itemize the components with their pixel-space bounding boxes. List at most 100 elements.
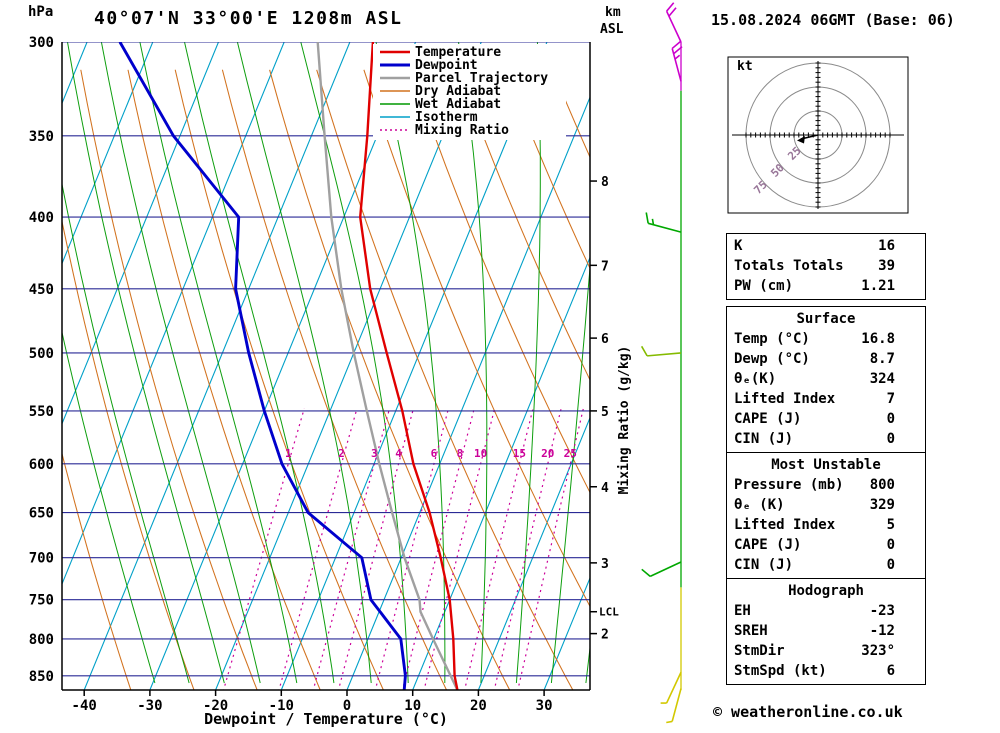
svg-text:20: 20	[541, 447, 554, 460]
legend-label: Wet Adiabat	[415, 97, 501, 112]
table-row: Pressure (mb) 800	[727, 475, 925, 495]
wind-barb	[671, 40, 683, 82]
wind-barb	[641, 561, 682, 578]
wind-barb	[645, 212, 682, 233]
table-section-surface: Surface Temp (°C) 16.8 Dewp (°C) 8.7 θₑ(K) 324…	[726, 306, 926, 453]
row-label: CIN (J)	[734, 557, 794, 573]
svg-text:8: 8	[601, 175, 609, 190]
km-tick-labels: 8 7 6 5 4 3 2 LCL	[590, 175, 619, 643]
temperature-curve	[359, 42, 459, 690]
row-value: 8.7	[869, 351, 895, 367]
svg-text:750: 750	[29, 593, 54, 609]
svg-text:600: 600	[29, 457, 54, 473]
hodograph-unit-label: kt	[737, 59, 753, 74]
wet-adiabat-grid	[62, 42, 590, 684]
legend-label: Isotherm	[415, 110, 478, 125]
row-value: 16	[878, 238, 895, 254]
hodograph-ring-label: 50	[768, 161, 787, 180]
svg-text:350: 350	[29, 129, 54, 145]
svg-text:850: 850	[29, 669, 54, 685]
svg-text:1: 1	[285, 447, 292, 460]
svg-text:-20: -20	[203, 698, 228, 714]
svg-text:800: 800	[29, 632, 54, 648]
svg-text:700: 700	[29, 551, 54, 567]
row-value: 324	[869, 371, 895, 387]
legend-label: Mixing Ratio	[415, 123, 509, 138]
table-row: EH -23	[727, 601, 925, 621]
row-value: 800	[869, 477, 895, 493]
svg-text:4: 4	[601, 481, 609, 496]
row-value: 0	[886, 411, 895, 427]
wind-barb	[665, 2, 682, 43]
svg-text:15: 15	[513, 447, 526, 460]
table-section-header: Hodograph	[788, 583, 864, 599]
row-value: 7	[886, 391, 895, 407]
svg-text:10: 10	[474, 447, 487, 460]
row-label: CIN (J)	[734, 431, 794, 447]
row-value: 0	[886, 431, 895, 447]
table-section-header: Surface	[796, 311, 856, 327]
svg-text:300: 300	[29, 35, 54, 51]
row-label: Pressure (mb)	[734, 477, 844, 493]
temp-axis-label: Dewpoint / Temperature (°C)	[204, 710, 448, 728]
table-row: Temp (°C) 16.8	[727, 329, 925, 349]
row-label: Dewp (°C)	[734, 351, 810, 367]
row-label: StmDir	[734, 643, 785, 659]
row-label: StmSpd (kt)	[734, 663, 827, 679]
lcl-label: LCL	[599, 606, 619, 619]
row-label: θₑ(K)	[734, 371, 777, 387]
mixing-ratio-axis-label: Mixing Ratio (g/kg)	[617, 346, 632, 495]
row-label: K	[734, 238, 743, 254]
row-label: PW (cm)	[734, 278, 794, 294]
svg-text:5: 5	[601, 405, 609, 420]
svg-text:7: 7	[601, 259, 609, 274]
isotherm-grid	[62, 42, 590, 690]
svg-text:6: 6	[601, 332, 609, 347]
svg-text:20: 20	[470, 698, 487, 714]
row-value: 0	[886, 537, 895, 553]
mixing-ratio-grid	[222, 408, 584, 690]
row-label: SREH	[734, 623, 768, 639]
legend-label: Temperature	[415, 45, 501, 60]
table-section-hodograph: Hodograph EH -23 SREH -12 StmDir 323° StmSpd (k…	[726, 578, 926, 685]
table-row: CIN (J) 0	[727, 429, 925, 449]
svg-text:30: 30	[536, 698, 553, 714]
svg-text:450: 450	[29, 282, 54, 298]
row-value: 1.21	[861, 278, 895, 294]
hodograph-ring-label: 25	[785, 144, 804, 163]
table-section-header: Most Unstable	[771, 457, 881, 473]
svg-text:-40: -40	[72, 698, 97, 714]
table-row: Lifted Index 7	[727, 389, 925, 409]
table-row: θₑ (K) 329	[727, 495, 925, 515]
svg-text:25: 25	[564, 447, 577, 460]
row-value: 0	[886, 557, 895, 573]
row-value: -12	[869, 623, 895, 639]
row-value: 6	[886, 663, 895, 679]
table-section-most-unstable: Most Unstable Pressure (mb) 800 θₑ (K) 329 Li…	[726, 452, 926, 579]
svg-text:4: 4	[395, 447, 402, 460]
svg-text:10: 10	[404, 698, 421, 714]
svg-text:3: 3	[371, 447, 378, 460]
row-value: 323°	[861, 643, 895, 659]
storm-motion-arrow	[797, 136, 805, 144]
run-datetime: 15.08.2024 06GMT (Base: 06)	[711, 11, 955, 29]
copyright: © weatheronline.co.uk	[713, 703, 903, 721]
svg-text:8: 8	[457, 447, 464, 460]
wind-barb-column	[640, 2, 683, 724]
table-row: SREH -12	[727, 621, 925, 641]
row-label: CAPE (J)	[734, 537, 802, 553]
pressure-axis-unit: hPa	[28, 4, 53, 20]
sounding-curves	[118, 42, 459, 690]
row-value: 16.8	[861, 331, 895, 347]
wind-barb	[666, 688, 682, 724]
svg-text:0: 0	[343, 698, 351, 714]
svg-text:-10: -10	[269, 698, 294, 714]
dry-adiabat-grid	[62, 69, 590, 690]
mixing-ratio-labels: 1 2 3 4 6 8 10 15 20 25	[285, 447, 577, 460]
row-label: Lifted Index	[734, 517, 836, 533]
table-row: Lifted Index 5	[727, 515, 925, 535]
svg-text:6: 6	[431, 447, 438, 460]
